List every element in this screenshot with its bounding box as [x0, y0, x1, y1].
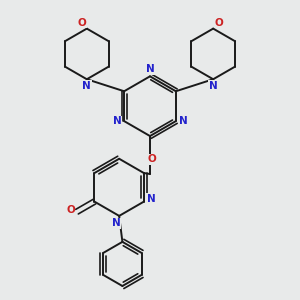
Text: O: O	[147, 154, 156, 164]
Text: N: N	[146, 64, 154, 74]
Text: O: O	[215, 18, 224, 28]
Text: N: N	[82, 81, 91, 91]
Text: N: N	[209, 81, 218, 91]
Text: N: N	[112, 116, 122, 126]
Text: N: N	[147, 194, 155, 204]
Text: N: N	[178, 116, 188, 126]
Text: O: O	[66, 205, 75, 215]
Text: O: O	[78, 18, 86, 28]
Text: N: N	[112, 218, 120, 228]
